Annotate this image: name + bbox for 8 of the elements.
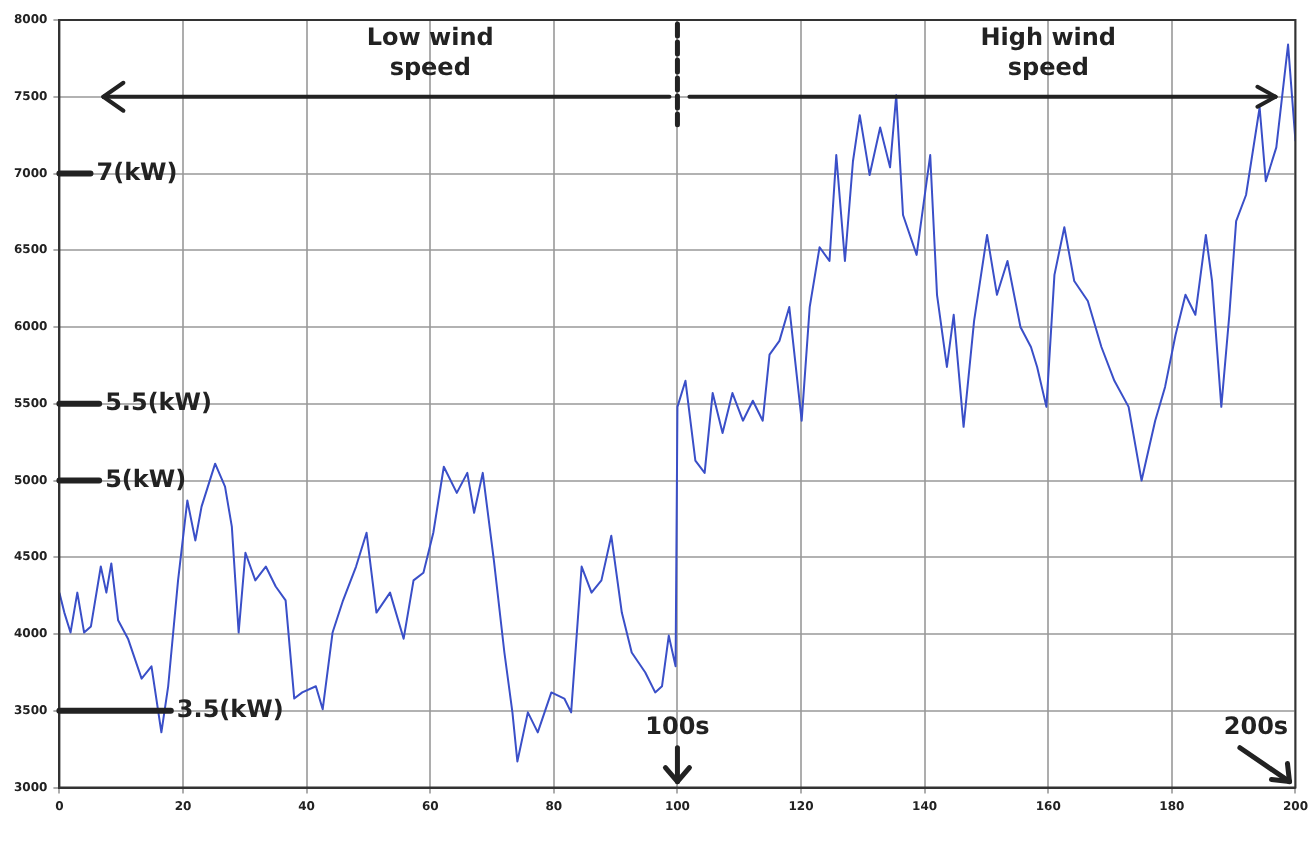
- annotation: High wind speed: [980, 22, 1117, 81]
- annotation: 5.5(kW): [105, 388, 213, 417]
- annotation: 7(kW): [96, 157, 178, 186]
- annotation: 100s: [645, 711, 710, 740]
- annotation: 5(kW): [105, 464, 187, 493]
- annotation: 200s: [1223, 711, 1289, 740]
- annotation: 3.5(kW): [176, 695, 284, 724]
- annotation: Low wind speed: [366, 22, 494, 81]
